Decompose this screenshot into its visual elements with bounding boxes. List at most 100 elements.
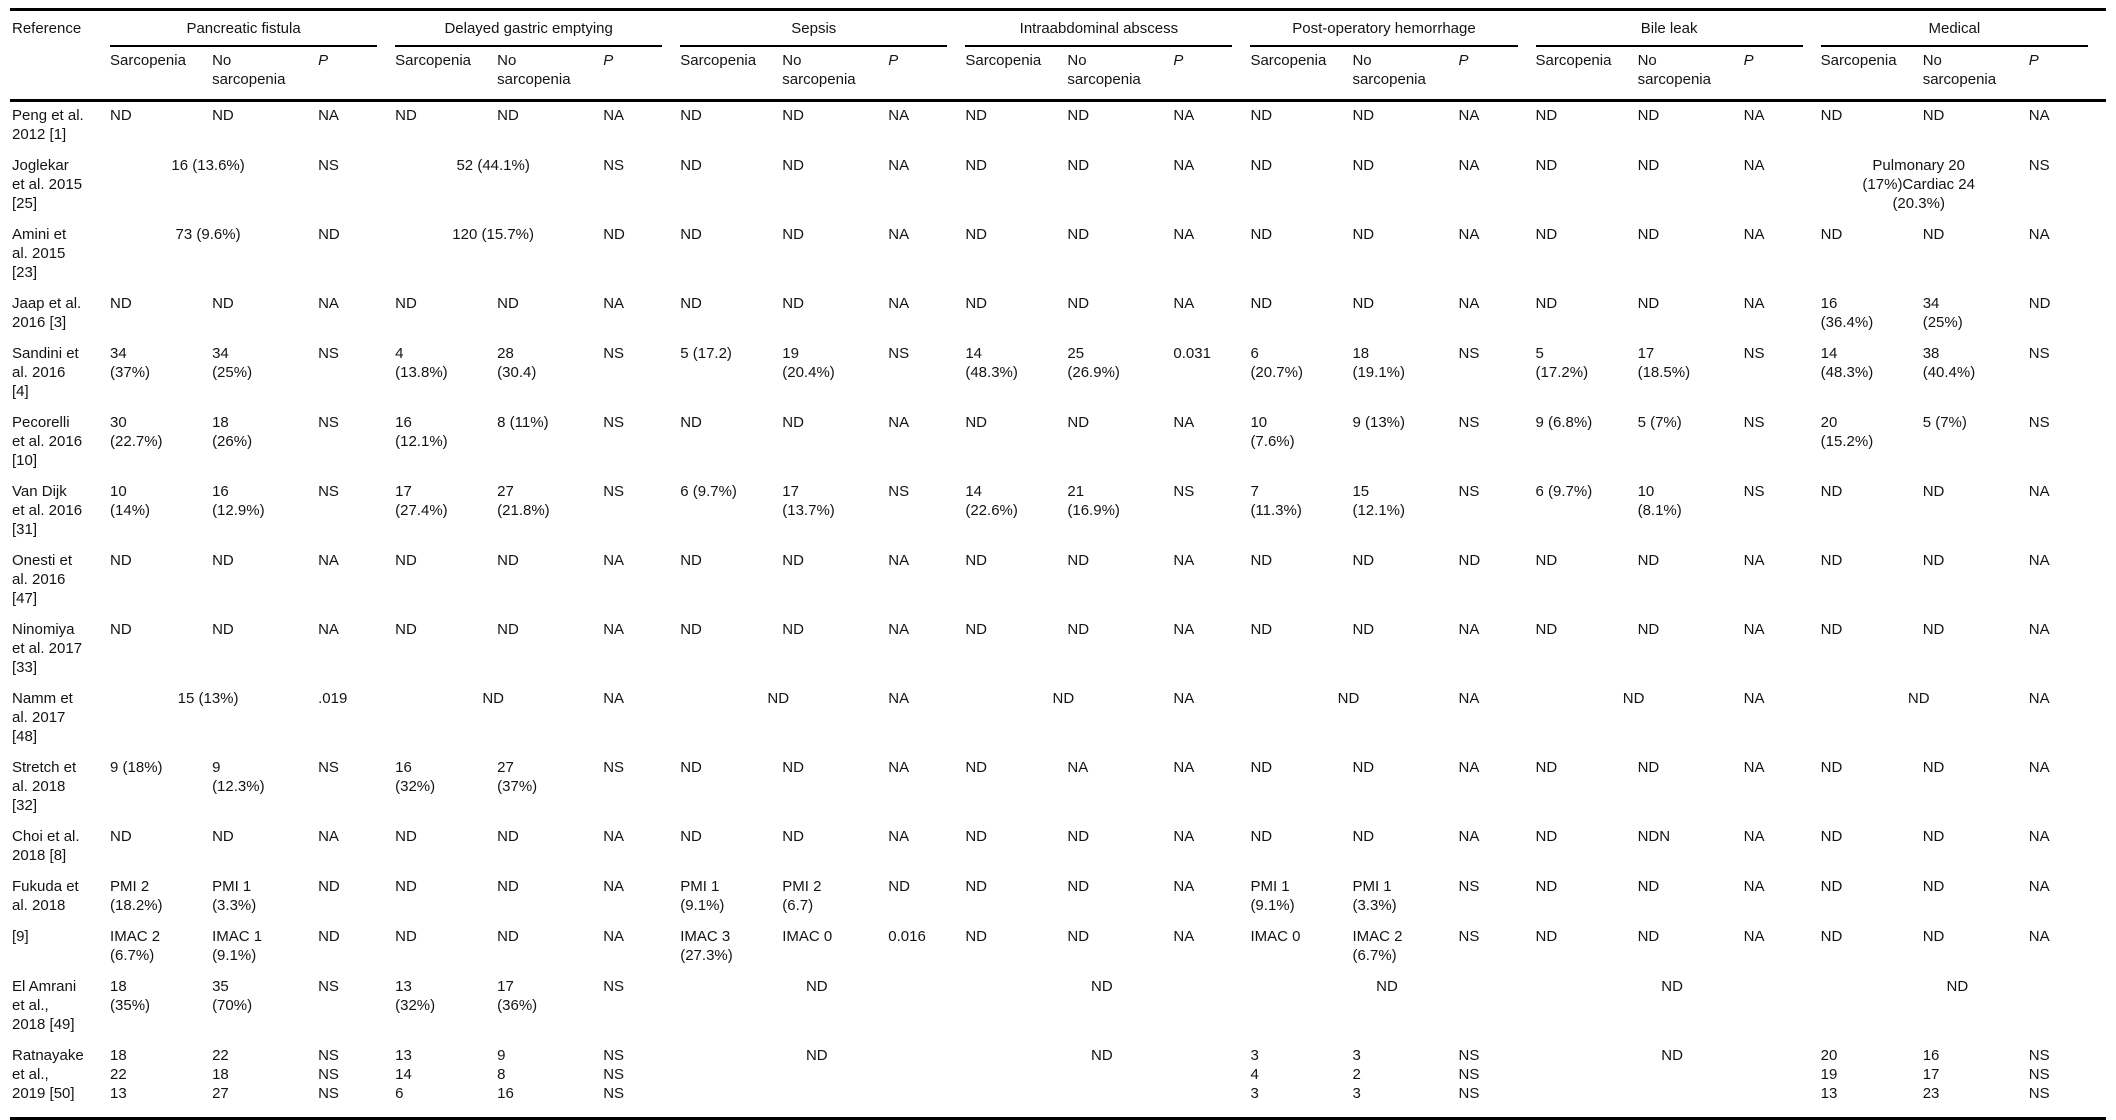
reference-cell: Jaap et al. 2016 [3] [12,295,82,331]
data-cell-merged: ND [1907,690,1930,707]
p-value-cell: NA [888,295,910,312]
p-value-cell: NS [1458,878,1480,895]
data-cell: ND [1637,621,1660,638]
data-cell: ND [680,759,702,776]
data-cell: ND [395,295,417,312]
p-value-cell: NA [1743,157,1765,174]
data-cell: ND [782,157,804,174]
data-cell: ND [212,552,234,569]
data-cell: 18 (35%) [110,978,151,1014]
group-label: Intraabdominal abscess [965,19,1233,47]
data-cell: ND [497,107,519,124]
p-value-cell: NA [318,552,339,569]
p-value-cell: NA [1173,690,1195,707]
data-cell-merged-full: ND [1376,978,1398,995]
p-value-cell: NA [2028,552,2050,569]
p-value-cell: NA [2028,828,2050,845]
subheader-sarcopenia: Sarcopenia [1250,47,1353,102]
data-cell: ND [1820,878,1843,895]
table-row: Onesti et al. 2016 [47] ND ND NA ND ND NA ND ND N… [10,547,2106,616]
data-cell: 34 (37%) [110,345,151,381]
data-cell: 21 (16.9%) [1067,483,1120,519]
p-value-cell: NA [1173,759,1195,776]
reference-cell: Pecorelli et al. 2016 [10] [12,414,83,469]
data-cell: ND [395,928,417,945]
data-cell: ND [497,828,519,845]
data-cell: 16 (12.1%) [395,414,448,450]
data-cell: 17 (13.7%) [782,483,835,519]
subheader-no-sarcopenia: No sarcopenia [782,47,889,102]
p-value-cell: NA [1743,226,1765,243]
subheader-no-sarcopenia: No sarcopenia [1067,47,1174,102]
data-cell: ND [965,552,988,569]
data-cell: 27 (21.8%) [497,483,550,519]
subheader-p: P [603,47,681,102]
data-cell: ND [1535,295,1558,312]
p-value-cell: ND [2028,295,2051,312]
p-value-cell: NA [888,226,910,243]
data-cell: 6 (9.7%) [680,483,737,500]
p-value-cell: NA [603,295,625,312]
data-cell: ND [1535,828,1558,845]
p-value-cell: NA [888,621,910,638]
data-cell: ND [212,295,234,312]
data-cell: ND [1820,107,1843,124]
p-value-cell: NS [888,483,910,500]
p-value-cell: NA [2028,878,2050,895]
data-cell: ND [1250,552,1273,569]
data-cell: 6 (9.7%) [1535,483,1593,500]
data-cell: ND [1922,226,1945,243]
data-cell: ND [1067,828,1090,845]
p-value-cell: NS [1743,414,1765,431]
data-cell-merged-full: ND [965,1042,1251,1120]
data-cell: ND [1535,759,1558,776]
subheader-sarcopenia: Sarcopenia [1535,47,1638,102]
data-cell: 20 19 13 [1820,1042,1923,1120]
data-cell: 16 17 23 [1922,1042,2029,1120]
table-row: Van Dijk et al. 2016 [31] 10 (14%) 16 (12.… [10,478,2106,547]
data-cell-merged-full: ND [1091,978,1113,995]
p-value-cell: NA [888,107,910,124]
table-row: Sandini et al. 2016 [4] 34 (37%) 34 (25%) N… [10,340,2106,409]
p-value-cell: NA [1173,107,1195,124]
data-cell: 15 (12.1%) [1352,483,1405,519]
data-cell: 35 (70%) [212,978,253,1014]
data-cell: 16 (32%) [395,759,436,795]
p-value-cell: NA [1458,690,1480,707]
data-cell: ND [1067,928,1090,945]
subheader-no-sarcopenia: No sarcopenia [1352,47,1459,102]
p-value-cell: NA [888,759,910,776]
data-cell: ND [1637,552,1660,569]
data-cell: 9 (13%) [1352,414,1405,431]
p-value-cell: NA [2028,226,2050,243]
data-cell: ND [1922,878,1945,895]
reference-cell: Stretch et al. 2018 [32] [12,759,77,814]
p-value-cell: NS [2028,345,2050,362]
data-cell-merged-full: ND [1661,978,1683,995]
data-cell: ND [680,552,702,569]
data-cell: ND [212,621,234,638]
data-cell: NDN [1637,828,1671,845]
data-cell: ND [1637,107,1660,124]
data-cell: ND [1352,295,1375,312]
data-cell: ND [965,226,988,243]
data-cell: ND [1820,226,1843,243]
p-value-cell: NS [318,414,339,431]
subheader-no-sarcopenia: No sarcopenia [1922,47,2029,102]
p-value-cell: NS [1458,414,1480,431]
data-cell: ND [1067,552,1090,569]
p-value-cell: NA [888,157,910,174]
table-row: [9] IMAC 2 (6.7%) IMAC 1 (9.1%) ND ND ND NA IMA… [10,923,2106,973]
data-cell: IMAC 3 (27.3%) [680,928,733,964]
data-cell: 9 (18%) [110,759,163,776]
data-cell: ND [1820,552,1843,569]
data-cell: ND [1250,107,1273,124]
subheader-p: P [2028,47,2106,102]
data-cell: ND [1352,226,1375,243]
group-header-medical: Medical [1820,10,2106,47]
data-cell: ND [110,552,132,569]
p-value-cell: NS [603,157,625,174]
p-value-cell: NA [1173,414,1195,431]
p-value-cell: NS [888,345,910,362]
data-cell: ND [1922,828,1945,845]
